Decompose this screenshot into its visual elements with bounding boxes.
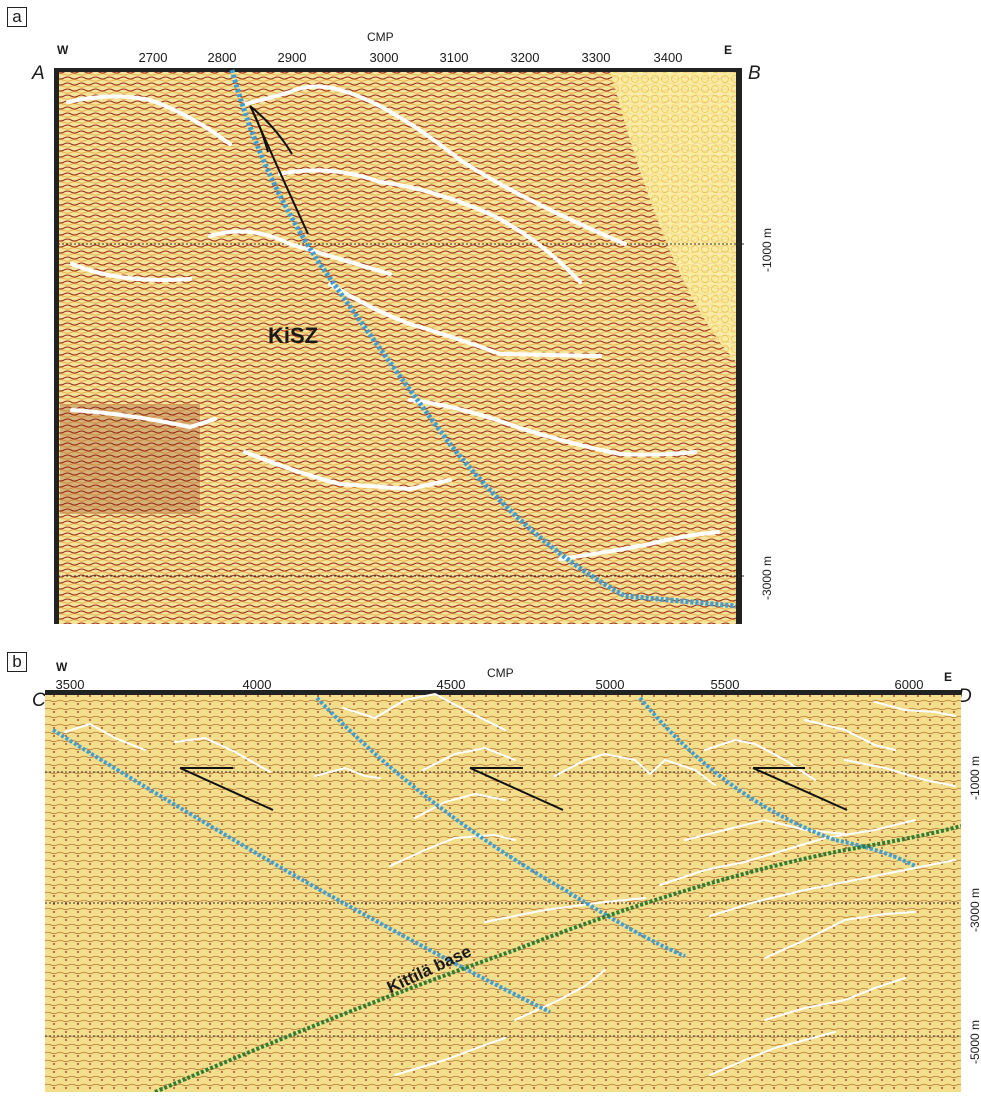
panel-a-depth-label: -1000 m	[760, 227, 774, 272]
panel-b-west: W	[56, 660, 68, 674]
panel-a-depth-label: -3000 m	[760, 555, 774, 600]
panel-a-corner-left: A	[32, 63, 45, 84]
panel-a-tick: 3400	[653, 50, 683, 65]
panel-a-axis-title: CMP	[367, 30, 394, 44]
panel-b-axis-title: CMP	[487, 666, 514, 680]
panel-a-label: a	[7, 7, 27, 27]
panel-b-corner-right: D	[958, 686, 972, 707]
panel-b-corner-left: C	[32, 690, 46, 711]
panel-b-tick: 4000	[242, 677, 272, 692]
panel-a-tick: 3000	[369, 50, 399, 65]
panel-a-seismic-section	[54, 68, 744, 624]
panel-b-seismic-section	[45, 690, 961, 1092]
panel-a-tick: 3100	[439, 50, 469, 65]
panel-b-tick: 5500	[710, 677, 740, 692]
panel-b-depth-label: -1000 m	[968, 755, 981, 800]
panel-b-depth-label: -5000 m	[968, 1019, 981, 1064]
panel-b-tick: 4500	[436, 677, 466, 692]
panel-a-tick: 2700	[138, 50, 168, 65]
panel-b-east: E	[944, 670, 953, 684]
panel-b-tick: 5000	[595, 677, 625, 692]
panel-b-depth-label: -3000 m	[968, 887, 981, 932]
panel-b-label: b	[7, 652, 27, 672]
panel-a-zone-label: KiSZ	[268, 323, 319, 348]
panel-a-tick: 2900	[277, 50, 307, 65]
panel-a-tick: 3200	[510, 50, 540, 65]
panel-b-tick: 3500	[55, 677, 85, 692]
panel-a-corner-right: B	[748, 63, 761, 84]
panel-a-west: W	[57, 43, 69, 57]
panel-b-tick: 6000	[894, 677, 924, 692]
panel-a-east: E	[724, 43, 733, 57]
panel-a-tick: 2800	[207, 50, 237, 65]
panel-a-tick: 3300	[581, 50, 611, 65]
